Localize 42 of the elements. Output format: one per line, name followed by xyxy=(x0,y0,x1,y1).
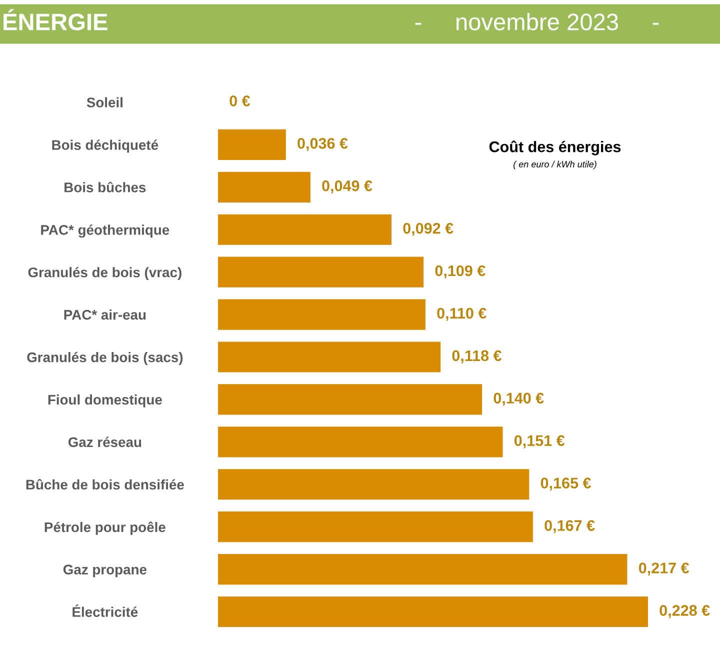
y-tick-label: Gaz propane xyxy=(63,564,146,578)
y-tick-label: PAC* géothermique xyxy=(41,224,170,238)
bar xyxy=(218,129,286,160)
y-tick-label: Bois bûches xyxy=(64,182,146,192)
data-label: 0,036 € xyxy=(298,138,348,152)
data-label: 0,151 € xyxy=(514,435,565,448)
data-label: 0,110 € xyxy=(437,308,486,321)
bar xyxy=(218,426,503,458)
y-tick-label: Gaz réseau xyxy=(68,436,142,448)
bar xyxy=(218,299,426,330)
y-tick-label: Bois déchiqueté xyxy=(52,140,158,153)
y-tick-label: Électricité xyxy=(72,604,138,617)
bar xyxy=(218,172,310,202)
y-tick-label: Pétrole pour poêle xyxy=(44,522,166,535)
bar xyxy=(218,256,424,288)
bar xyxy=(218,469,530,500)
data-label: 0 € xyxy=(230,96,250,106)
bar xyxy=(218,554,628,585)
bar xyxy=(218,512,533,542)
y-tick-label: Soleil xyxy=(86,97,122,108)
data-label: 0,109 € xyxy=(435,265,486,278)
text: ( en euro / kWh utile) xyxy=(514,160,596,170)
y-tick-label: Granulés de bois (sacs) xyxy=(27,352,183,365)
text: - novembre 2023 - xyxy=(415,12,659,30)
y-tick-label: PAC* air-eau xyxy=(64,310,146,320)
y-tick-label: Granulés de bois (vrac) xyxy=(28,266,182,280)
y-tick-label: Bûche de bois densifiée xyxy=(26,479,184,490)
data-label: 0,049 € xyxy=(322,180,372,194)
data-label: 0,092 € xyxy=(403,222,454,236)
data-label: 0,167 € xyxy=(544,520,595,534)
data-label: 0,140 € xyxy=(494,392,544,406)
text: ÉNERGIE xyxy=(4,9,108,30)
bar xyxy=(218,342,441,372)
y-tick-label: Fioul domestique xyxy=(48,394,162,408)
data-label: 0,165 € xyxy=(540,478,591,491)
bar xyxy=(218,596,648,628)
bar xyxy=(218,214,392,245)
data-label: 0,217 € xyxy=(638,562,690,576)
bar xyxy=(218,384,482,415)
data-label: 0,118 € xyxy=(452,350,502,364)
data-label: 0,228 € xyxy=(660,605,710,618)
text: Coût des énergies xyxy=(489,140,621,156)
